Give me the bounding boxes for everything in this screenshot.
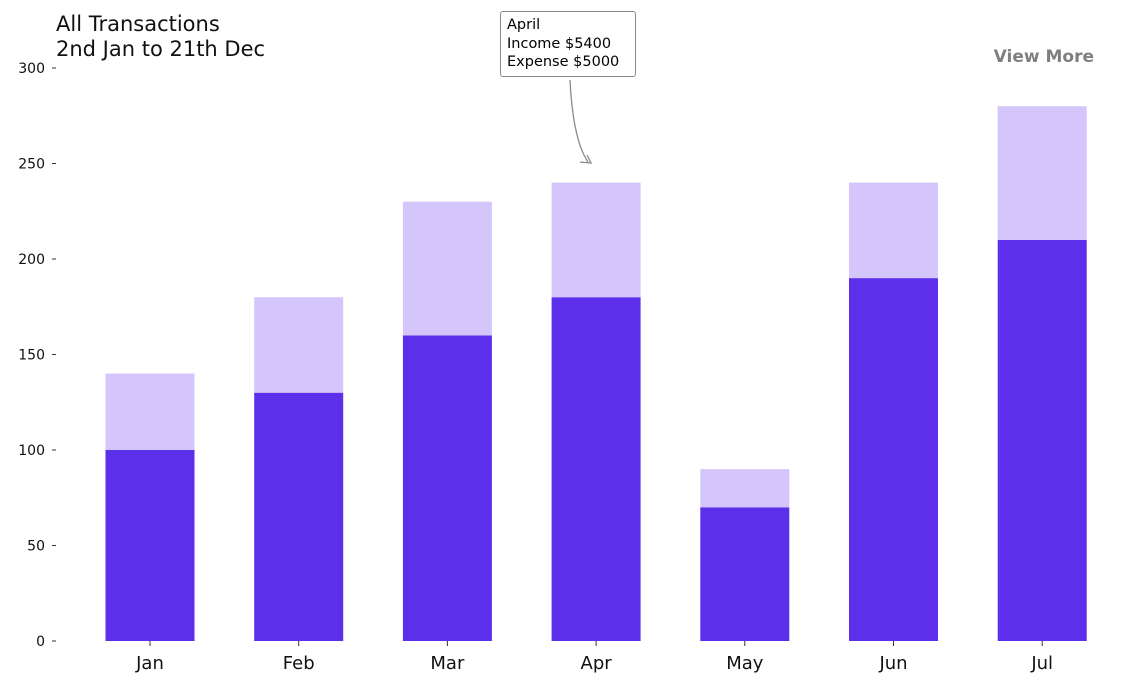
bar-jan-segment-1[interactable]	[105, 450, 195, 641]
x-tick-label-jul: Jul	[1030, 653, 1053, 674]
x-tick-label-jan: Jan	[135, 653, 164, 674]
y-tick-label: 0	[36, 634, 45, 650]
bar-apr-segment-1[interactable]	[551, 297, 641, 641]
bar-may-segment-1[interactable]	[700, 507, 790, 641]
tooltip-expense: Expense $5000	[507, 54, 620, 70]
april-tooltip: April Income $5400 Expense $5000	[500, 11, 636, 77]
x-axis: Jan Feb Mar Apr May Jun Jul	[135, 641, 1053, 674]
y-tick-label: 50	[27, 539, 45, 555]
y-tick-label: 100	[18, 443, 45, 459]
bar-mar-segment-2[interactable]	[402, 201, 492, 336]
x-tick-label-apr: Apr	[581, 653, 613, 674]
bar-jul-segment-2[interactable]	[997, 106, 1087, 240]
y-tick-label: 250	[18, 157, 45, 173]
bar-feb-segment-2[interactable]	[254, 297, 344, 393]
bar-feb-segment-1[interactable]	[254, 392, 344, 641]
y-tick-label: 200	[18, 252, 45, 268]
bar-may-segment-2[interactable]	[700, 469, 790, 508]
x-tick-label-feb: Feb	[283, 653, 315, 674]
bar-group	[105, 106, 1087, 641]
chart-title: All Transactions	[56, 12, 220, 36]
bar-mar-segment-1[interactable]	[402, 335, 492, 641]
chart-subtitle: 2nd Jan to 21th Dec	[56, 37, 266, 61]
x-tick-label-may: May	[726, 653, 764, 674]
bar-jul-segment-1[interactable]	[997, 239, 1087, 641]
y-tick-label: 150	[18, 348, 45, 364]
view-more-link[interactable]: View More	[993, 47, 1094, 67]
y-tick-label: 300	[18, 61, 45, 77]
bar-jan-segment-2[interactable]	[105, 373, 195, 450]
tooltip-month: April	[507, 17, 541, 33]
tooltip-arrow	[569, 79, 589, 163]
tooltip-arrowhead	[579, 154, 593, 164]
x-tick-label-mar: Mar	[430, 653, 465, 674]
bar-jun-segment-1[interactable]	[849, 278, 938, 641]
tooltip-income: Income $5400	[507, 35, 612, 52]
y-axis: 0 50 100 150 200 250 300	[18, 61, 56, 650]
bar-apr-segment-2[interactable]	[551, 182, 641, 298]
x-tick-label-jun: Jun	[878, 653, 907, 674]
bar-jun-segment-2[interactable]	[849, 182, 938, 279]
